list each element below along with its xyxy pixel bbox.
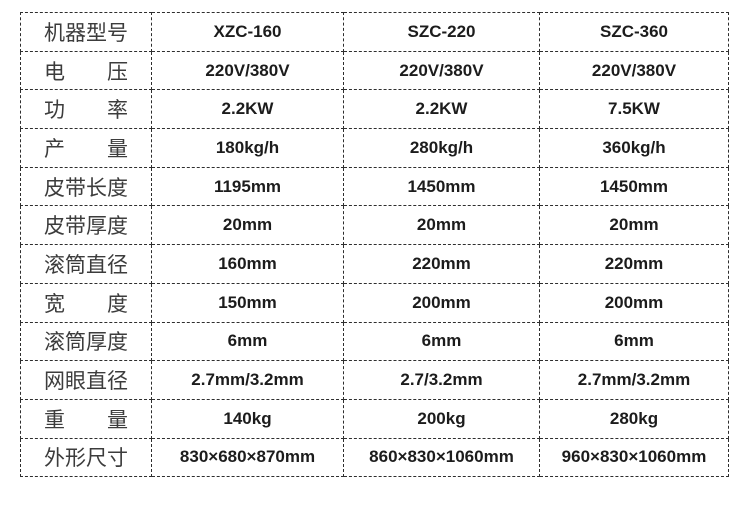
spec-value-roller-thickness-2: 6mm xyxy=(343,321,540,362)
spec-label-width: 宽 度 xyxy=(20,282,152,323)
table-row-power: 功 率 2.2KW 2.2KW 7.5KW xyxy=(20,89,729,130)
spec-value-mesh-diameter-3: 2.7mm/3.2mm xyxy=(539,360,729,400)
table-row-width: 宽 度 150mm 200mm 200mm xyxy=(20,282,729,323)
spec-value-output-2: 280kg/h xyxy=(343,128,540,168)
machine-spec-table: 机器型号 XZC-160 SZC-220 SZC-360 电 压 220V/38… xyxy=(20,12,729,478)
spec-value-width-1: 150mm xyxy=(151,282,344,323)
spec-value-voltage-2: 220V/380V xyxy=(343,50,540,91)
spec-value-width-3: 200mm xyxy=(539,282,729,323)
table-row-dimensions: 外形尺寸 830×680×870mm 860×830×1060mm 960×83… xyxy=(20,437,729,478)
spec-value-belt-thickness-3: 20mm xyxy=(539,205,729,246)
spec-value-output-1: 180kg/h xyxy=(151,128,344,168)
spec-value-output-3: 360kg/h xyxy=(539,128,729,168)
spec-value-belt-length-2: 1450mm xyxy=(343,166,540,207)
table-row-weight: 重 量 140kg 200kg 280kg xyxy=(20,398,729,439)
table-row-belt-length: 皮带长度 1195mm 1450mm 1450mm xyxy=(20,166,729,207)
spec-value-voltage-1: 220V/380V xyxy=(151,50,344,91)
spec-value-dimensions-2: 860×830×1060mm xyxy=(343,437,540,478)
spec-label-voltage: 电 压 xyxy=(20,50,152,91)
table-row-mesh-diameter: 网眼直径 2.7mm/3.2mm 2.7/3.2mm 2.7mm/3.2mm xyxy=(20,360,729,400)
spec-value-voltage-3: 220V/380V xyxy=(539,50,729,91)
spec-value-mesh-diameter-2: 2.7/3.2mm xyxy=(343,360,540,400)
table-row-model: 机器型号 XZC-160 SZC-220 SZC-360 xyxy=(20,12,729,52)
spec-value-power-3: 7.5KW xyxy=(539,89,729,130)
spec-value-weight-2: 200kg xyxy=(343,398,540,439)
spec-value-belt-thickness-2: 20mm xyxy=(343,205,540,246)
spec-value-belt-length-3: 1450mm xyxy=(539,166,729,207)
spec-value-model-3: SZC-360 xyxy=(539,12,729,52)
spec-value-roller-thickness-3: 6mm xyxy=(539,321,729,362)
spec-label-belt-length: 皮带长度 xyxy=(20,166,152,207)
table-row-roller-diameter: 滚筒直径 160mm 220mm 220mm xyxy=(20,244,729,284)
spec-value-roller-diameter-1: 160mm xyxy=(151,244,344,284)
spec-label-roller-thickness: 滚筒厚度 xyxy=(20,321,152,362)
spec-table-body: 机器型号 XZC-160 SZC-220 SZC-360 电 压 220V/38… xyxy=(20,12,729,478)
spec-value-model-2: SZC-220 xyxy=(343,12,540,52)
spec-value-width-2: 200mm xyxy=(343,282,540,323)
spec-label-weight: 重 量 xyxy=(20,398,152,439)
spec-label-dimensions: 外形尺寸 xyxy=(20,437,152,478)
spec-label-power: 功 率 xyxy=(20,89,152,130)
spec-value-roller-diameter-3: 220mm xyxy=(539,244,729,284)
table-row-voltage: 电 压 220V/380V 220V/380V 220V/380V xyxy=(20,50,729,91)
spec-value-mesh-diameter-1: 2.7mm/3.2mm xyxy=(151,360,344,400)
table-row-roller-thickness: 滚筒厚度 6mm 6mm 6mm xyxy=(20,321,729,362)
spec-value-roller-thickness-1: 6mm xyxy=(151,321,344,362)
table-row-belt-thickness: 皮带厚度 20mm 20mm 20mm xyxy=(20,205,729,246)
spec-value-dimensions-3: 960×830×1060mm xyxy=(539,437,729,478)
spec-label-mesh-diameter: 网眼直径 xyxy=(20,360,152,400)
spec-value-model-1: XZC-160 xyxy=(151,12,344,52)
spec-value-weight-3: 280kg xyxy=(539,398,729,439)
spec-label-model: 机器型号 xyxy=(20,12,152,52)
spec-label-output: 产 量 xyxy=(20,128,152,168)
spec-label-belt-thickness: 皮带厚度 xyxy=(20,205,152,246)
spec-value-power-2: 2.2KW xyxy=(343,89,540,130)
spec-value-weight-1: 140kg xyxy=(151,398,344,439)
spec-value-belt-length-1: 1195mm xyxy=(151,166,344,207)
spec-value-belt-thickness-1: 20mm xyxy=(151,205,344,246)
spec-value-power-1: 2.2KW xyxy=(151,89,344,130)
spec-label-roller-diameter: 滚筒直径 xyxy=(20,244,152,284)
spec-value-roller-diameter-2: 220mm xyxy=(343,244,540,284)
spec-value-dimensions-1: 830×680×870mm xyxy=(151,437,344,478)
table-row-output: 产 量 180kg/h 280kg/h 360kg/h xyxy=(20,128,729,168)
